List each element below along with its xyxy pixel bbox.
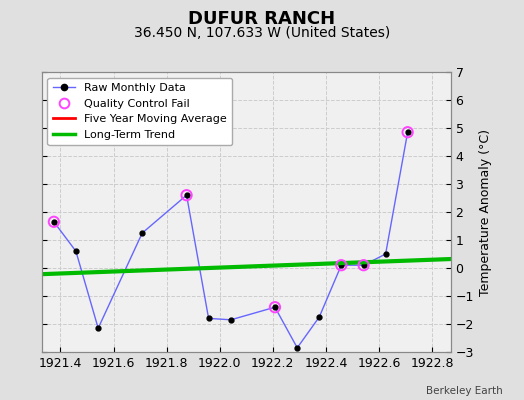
Point (359, 262, 368, 268)
Point (337, 262, 345, 268)
Text: 36.450 N, 107.633 W (United States): 36.450 N, 107.633 W (United States) (134, 26, 390, 40)
Text: Berkeley Earth: Berkeley Earth (427, 386, 503, 396)
Point (271, 304, 279, 310)
Point (182, 192, 191, 198)
Y-axis label: Temperature Anomaly (°C): Temperature Anomaly (°C) (479, 128, 493, 296)
Point (50, 218, 58, 225)
Legend: Raw Monthly Data, Quality Control Fail, Five Year Moving Average, Long-Term Tren: Raw Monthly Data, Quality Control Fail, … (48, 78, 233, 145)
Point (403, 129, 412, 136)
Text: DUFUR RANCH: DUFUR RANCH (189, 10, 335, 28)
